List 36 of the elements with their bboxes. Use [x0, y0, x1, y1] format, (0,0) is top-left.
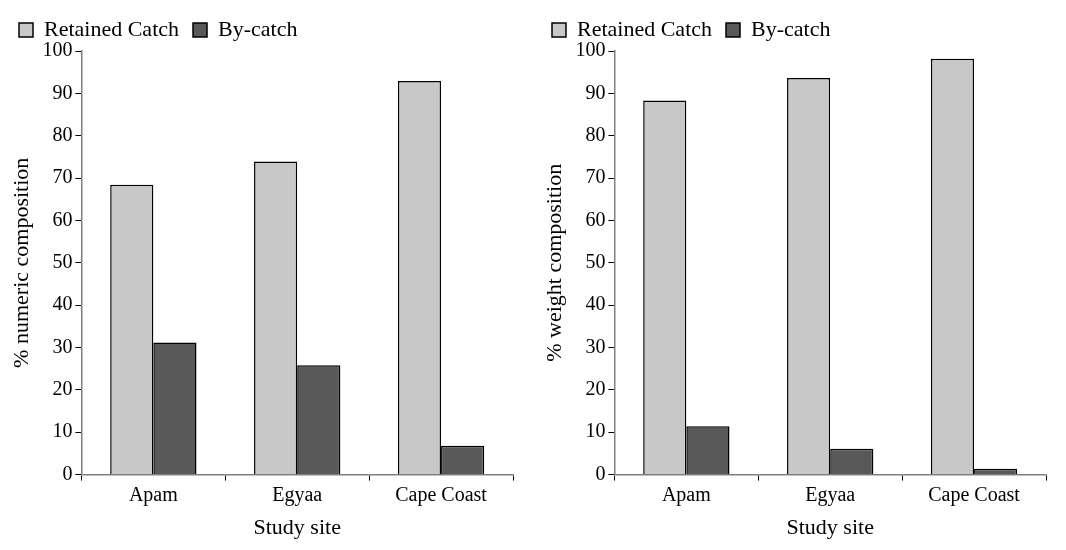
y-tick-label: 30 [52, 334, 73, 357]
y-axis-title: % numeric composition [7, 157, 33, 368]
y-tick-label: 80 [585, 122, 606, 145]
legend-label: Retained Catch [577, 15, 713, 41]
x-tick-label: Egyaa [805, 482, 856, 506]
y-tick-label: 80 [52, 122, 73, 145]
y-tick-label: 60 [585, 207, 606, 230]
y-tick-label: 100 [42, 38, 73, 61]
y-tick-label: 10 [585, 419, 606, 442]
y-tick-label: 50 [585, 250, 606, 273]
y-tick-label: 90 [52, 80, 73, 103]
y-tick-label: 90 [585, 80, 606, 103]
x-tick-label: Apam [128, 482, 179, 506]
y-tick-label: 0 [595, 461, 606, 484]
y-axis-title: % weight composition [540, 163, 566, 362]
y-tick-label: 20 [52, 377, 73, 400]
y-tick-label: 0 [62, 461, 73, 484]
legend-label: Retained Catch [44, 15, 180, 41]
x-tick-label: Apam [661, 482, 712, 506]
y-tick-label: 30 [585, 334, 606, 357]
y-tick-label: 10 [52, 419, 73, 442]
y-tick-label: 20 [585, 377, 606, 400]
legend-label: By-catch [751, 15, 831, 41]
y-tick-label: 70 [52, 165, 73, 188]
y-tick-label: 60 [52, 207, 73, 230]
y-tick-label: 50 [52, 250, 73, 273]
y-tick-label: 40 [585, 292, 606, 315]
y-tick-label: 100 [575, 38, 606, 61]
x-tick-label: Cape Coast [395, 482, 488, 506]
x-axis-title: Study site [253, 513, 341, 539]
y-tick-label: 70 [585, 165, 606, 188]
x-axis-title: Study site [786, 513, 874, 539]
legend-label: By-catch [218, 15, 298, 41]
x-tick-label: Cape Coast [928, 482, 1021, 506]
x-tick-label: Egyaa [272, 482, 323, 506]
y-tick-label: 40 [52, 292, 73, 315]
